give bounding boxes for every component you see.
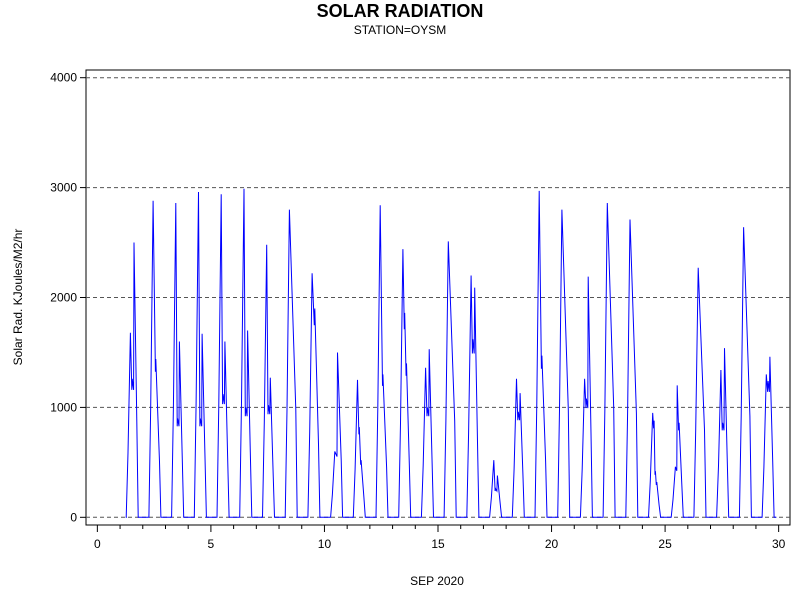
y-tick-label: 4000 <box>50 71 77 85</box>
y-tick-label: 0 <box>70 510 77 524</box>
x-tick-label: 5 <box>208 537 215 551</box>
y-tick-label: 1000 <box>50 400 77 414</box>
chart-subtitle: STATION=OYSM <box>353 23 447 37</box>
tick-layer: 0 1000 2000 3000 4000 0 5 10 15 20 25 30 <box>50 71 785 551</box>
x-axis-title: SEP 2020 <box>410 574 464 588</box>
x-tick-label: 10 <box>318 537 332 551</box>
chart-title: SOLAR RADIATION <box>316 1 484 21</box>
x-tick-label: 15 <box>431 537 445 551</box>
y-tick-label: 3000 <box>50 181 77 195</box>
x-tick-label: 0 <box>94 537 101 551</box>
y-axis-title: Solar Rad. KJoules/M2/hr <box>11 229 25 366</box>
x-tick-label: 30 <box>772 537 786 551</box>
x-tick-label: 25 <box>658 537 672 551</box>
series-line <box>125 188 777 518</box>
x-tick-label: 20 <box>545 537 559 551</box>
y-tick-label: 2000 <box>50 291 77 305</box>
grid-layer <box>86 77 790 518</box>
